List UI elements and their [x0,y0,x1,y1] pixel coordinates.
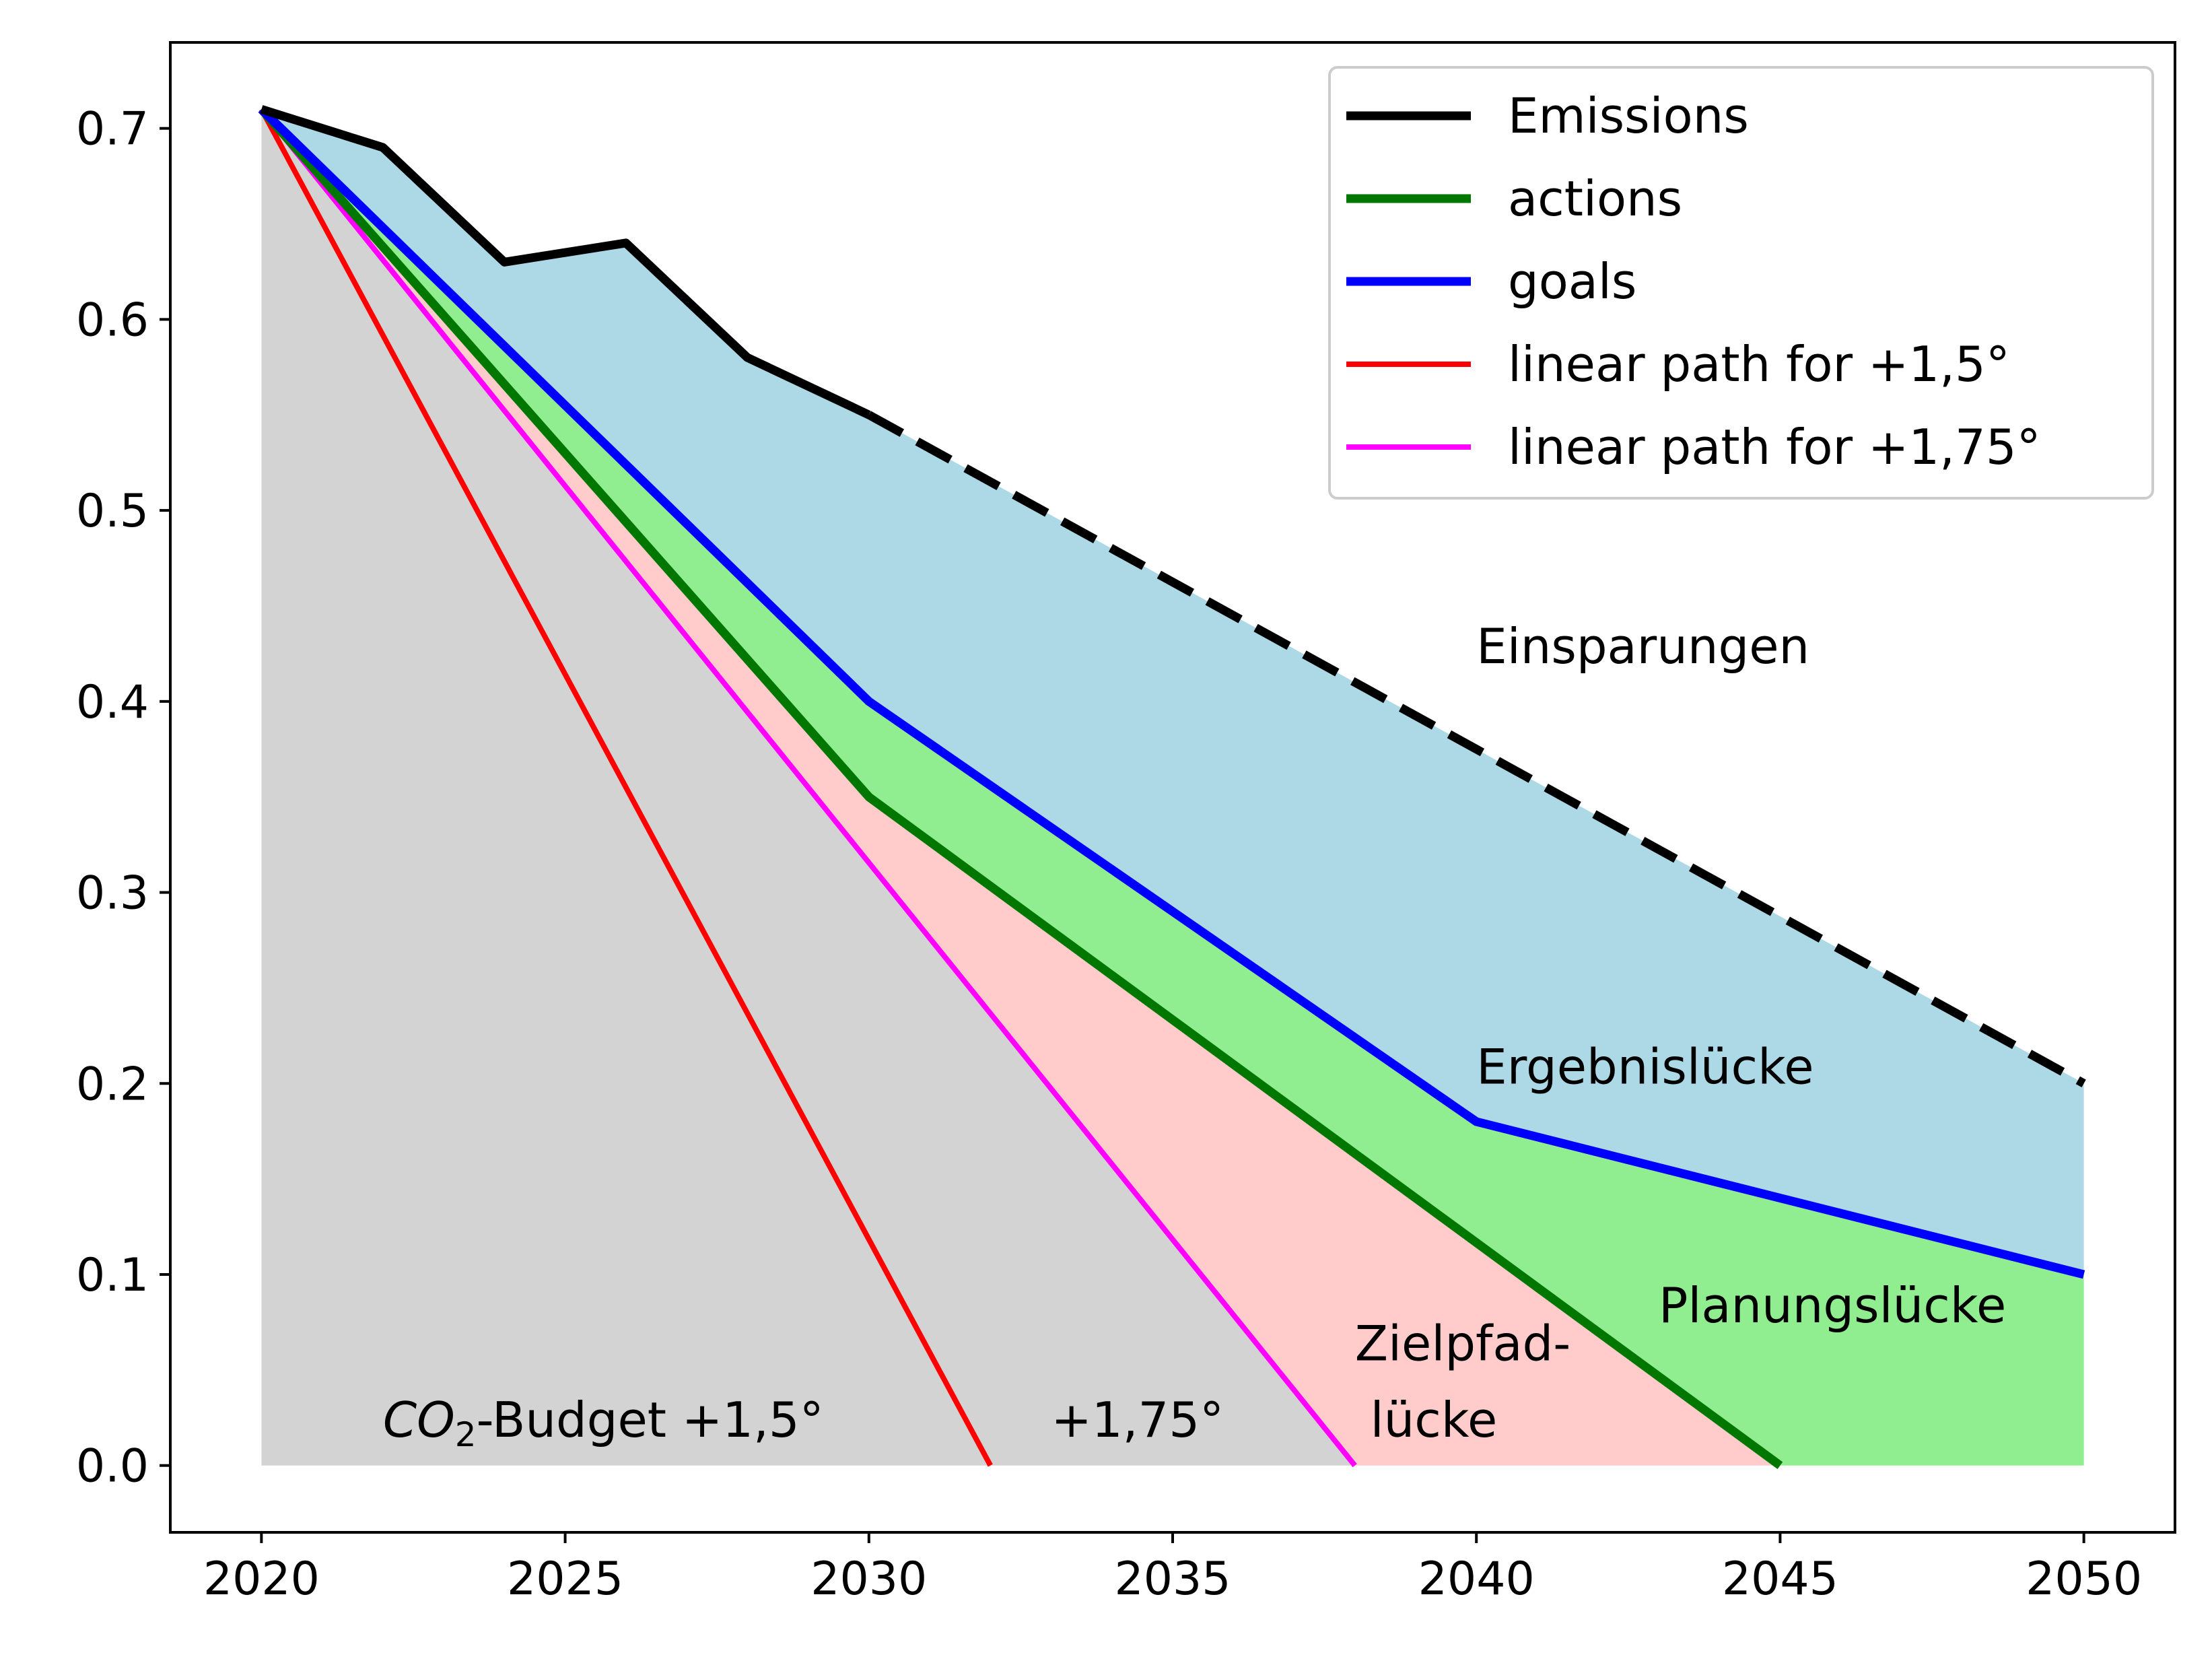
annotations: Einsparungen Ergebnislücke Planungslücke… [383,618,2006,1454]
annotation-budget-rest: -Budget +1,5° [477,1392,824,1448]
annotation-einsparungen: Einsparungen [1476,618,1809,675]
x-tick-label: 2025 [507,1553,623,1606]
annotation-budget-175: +1,75° [1051,1392,1224,1448]
area-ergebnisluecke [261,109,2084,1466]
line-linear-path-for-1-75- [259,107,1357,1468]
y-tick-label: 0.1 [76,1249,149,1302]
annotation-zielpfad-line2: lücke [1355,1392,1498,1448]
line-linear-path-for-1-5- [258,108,993,1467]
legend-box [1328,66,2154,500]
y-tick-label: 0.7 [76,103,149,156]
x-tick-label: 2035 [1114,1553,1231,1606]
annotation-planungsluecke: Planungslücke [1659,1277,2006,1334]
x-tick-label: 2045 [1722,1553,1838,1606]
line-actions [258,106,1783,1469]
area-einsparungen [261,109,2084,1274]
annotation-co2-budget: CO2-Budget +1,5° [383,1392,824,1454]
legend-label: linear path for +1,75° [1508,419,2041,475]
series-lines [258,105,2086,1469]
y-tick-label: 0.4 [76,676,149,729]
line-emissions-projection- [866,411,2086,1087]
y-axis: 0.0 0.1 0.2 0.3 0.4 0.5 0.6 0.7 [76,103,170,1493]
annotation-co2-subscript: 2 [455,1415,477,1454]
area-zielpfadluecke [261,109,2084,1466]
legend-label: actions [1508,170,1682,227]
fill-areas [261,109,2084,1466]
x-tick-label: 2020 [203,1553,320,1606]
x-tick-label: 2030 [810,1553,927,1606]
legend-label: Emissions [1508,88,1749,144]
annotation-zielpfad-line1: Zielpfad- [1355,1316,1570,1372]
y-tick-label: 0.3 [76,867,149,920]
legend: Emissions actions goals linear path for +1,… [1328,66,2154,500]
y-tick-label: 0.5 [76,485,149,538]
line-goals [258,106,2085,1279]
x-tick-label: 2040 [1418,1553,1535,1606]
annotation-co2-symbol: CO [383,1392,455,1448]
x-axis: 2020 2025 2030 2035 2040 2045 2050 [203,1532,2142,1606]
y-tick-label: 0.0 [76,1440,149,1493]
x-tick-label: 2050 [2026,1553,2142,1606]
line-emissions [260,105,871,419]
y-tick-label: 0.2 [76,1058,149,1111]
y-tick-label: 0.6 [76,294,149,347]
annotation-ergebnisluecke: Ergebnislücke [1476,1038,1813,1095]
area-co2-budget [261,109,2084,1466]
legend-label: linear path for +1,5° [1508,336,2010,393]
legend-label: goals [1508,253,1636,310]
